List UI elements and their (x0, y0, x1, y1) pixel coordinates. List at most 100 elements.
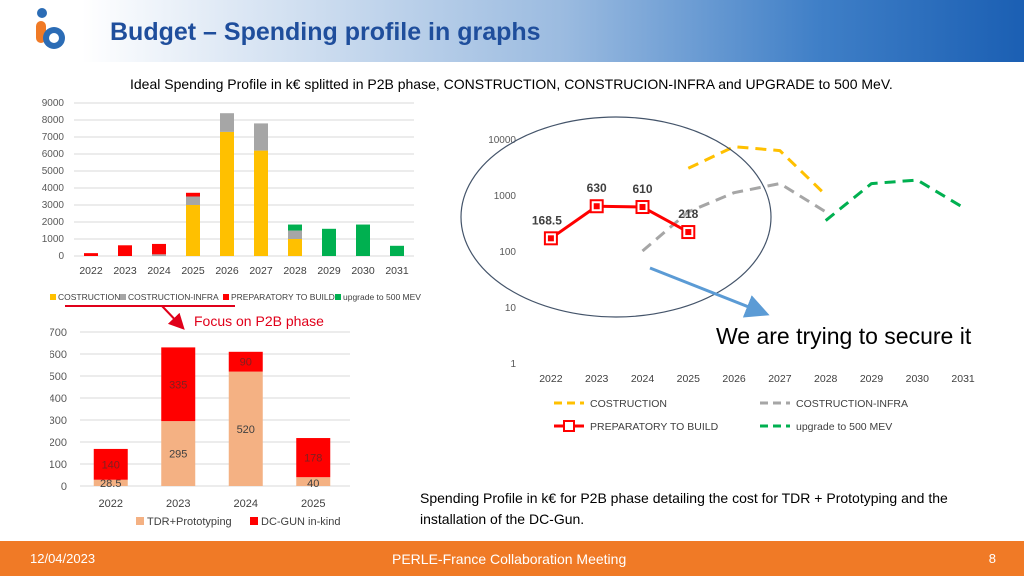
x-tick-label: 2025 (181, 265, 205, 277)
legend-label: TDR+Prototyping (147, 516, 232, 528)
x-tick-label: 2031 (385, 265, 409, 277)
y-tick-label: 100 (50, 459, 67, 471)
bar-segment (254, 123, 268, 151)
chart-stacked-bars: 0 1000 2000 3000 4000 5000 6000 7000 8000 9000 202… (42, 98, 422, 302)
y-tick-label: 200 (50, 437, 67, 449)
bar-segment (93, 448, 128, 480)
series-line (824, 178, 964, 222)
legend-swatch (335, 294, 341, 300)
focus-label: Focus on P2B phase (194, 313, 324, 329)
data-point-core (639, 204, 646, 211)
x-tick-label: 2022 (99, 498, 123, 510)
legend-label: COSTRUCTION (590, 398, 667, 410)
data-label: 140 (102, 459, 120, 471)
bar-segment (186, 192, 200, 197)
bar-segment (93, 479, 128, 486)
bar-segment (296, 438, 331, 478)
y-tick-label: 10000 (488, 135, 516, 146)
bar-segment (118, 245, 132, 256)
legend-marker (563, 420, 575, 432)
x-tick-label: 2028 (283, 265, 307, 277)
data-label: 630 (587, 181, 607, 195)
y-tick-label: 6000 (42, 149, 65, 160)
y-tick-label: 5000 (42, 166, 65, 177)
y-tick-label: 4000 (42, 183, 65, 194)
x-tick-label: 2023 (113, 265, 137, 277)
data-point-core (685, 229, 692, 236)
bar-segment (288, 230, 302, 239)
x-tick-label: 2025 (301, 498, 325, 510)
bar-segment (254, 150, 268, 256)
data-label: 295 (169, 449, 187, 461)
legend-label: COSTRUCTION-INFRA (128, 292, 219, 302)
x-tick-label: 2029 (860, 373, 884, 385)
bar-segment (161, 421, 196, 486)
legend-label: upgrade to 500 MEV (343, 292, 421, 302)
data-label: 90 (240, 357, 252, 369)
x-tick-label: 2024 (234, 498, 258, 510)
x-tick-label: 2030 (351, 265, 375, 277)
footer-date: 12/04/2023 (30, 551, 96, 566)
x-tick-label: 2031 (951, 373, 975, 385)
x-tick-label: 2030 (906, 373, 930, 385)
y-tick-label: 8000 (42, 115, 65, 126)
bar-segment (390, 245, 404, 256)
legend-label: COSTRUCTION-INFRA (796, 398, 908, 410)
x-tick-label: 2029 (317, 265, 341, 277)
x-tick-label: 2026 (215, 265, 239, 277)
bar-segment (322, 228, 336, 256)
legend-swatch (136, 517, 144, 525)
data-label: 178 (304, 453, 322, 465)
data-point-core (547, 235, 554, 242)
bar-segment (220, 113, 234, 132)
y-tick-label: 1000 (494, 191, 517, 202)
y-tick-label: 400 (50, 393, 67, 405)
bar-segment (161, 347, 196, 422)
bar-segment (84, 253, 98, 256)
bar-segment (356, 224, 370, 256)
y-tick-label: 2000 (42, 217, 65, 228)
data-label: 40 (307, 478, 319, 490)
y-tick-label: 7000 (42, 132, 65, 143)
y-tick-label: 9000 (42, 98, 65, 109)
legend-label: DC-GUN in-kind (261, 516, 340, 528)
bar-segment (228, 351, 263, 372)
legend-label: PREPARATORY TO BUILD (590, 421, 719, 433)
legend-swatch (120, 294, 126, 300)
data-label: 218 (678, 207, 698, 221)
y-tick-label: 300 (50, 415, 67, 427)
x-tick-label: 2024 (147, 265, 171, 277)
bar-segment (220, 131, 234, 256)
data-label: 28.5 (100, 478, 121, 490)
data-point-core (593, 203, 600, 210)
y-tick-label: 100 (499, 247, 516, 258)
bar-segment (186, 205, 200, 256)
x-tick-label: 2022 (79, 265, 103, 277)
x-tick-label: 2023 (585, 373, 609, 385)
legend-label: PREPARATORY TO BUILD (231, 292, 335, 302)
y-tick-label: 500 (50, 371, 67, 383)
bar-segment (186, 196, 200, 205)
bar-segment (228, 371, 263, 486)
x-tick-label: 2023 (166, 498, 190, 510)
chart-p2b-bars: 0 100 200 300 400 500 600 700 28.5 140 2022 295 335 2… (50, 327, 350, 528)
bar-segment (152, 243, 166, 255)
data-label: 168.5 (532, 213, 562, 227)
legend-swatch (250, 517, 258, 525)
series-line (641, 182, 827, 253)
x-tick-label: 2027 (768, 373, 792, 385)
series-line (550, 204, 690, 240)
chart-log-lines: 1 10 100 1000 10000 2022 2023 2024 2025 2026 2027 2… (488, 135, 975, 433)
footer-meeting: PERLE-France Collaboration Meeting (392, 551, 627, 567)
y-tick-label: 1000 (42, 234, 65, 245)
bar-segment (288, 224, 302, 231)
footer-bar: 12/04/2023 PERLE-France Collaboration Me… (0, 541, 1024, 576)
page-number: 8 (988, 551, 996, 566)
y-tick-label: 0 (58, 251, 64, 262)
y-tick-label: 0 (61, 481, 67, 493)
bottom-note: Spending Profile in k€ for P2B phase det… (420, 490, 948, 527)
secure-note: We are trying to secure it (716, 323, 972, 349)
y-tick-label: 600 (50, 349, 67, 361)
data-label: 335 (169, 379, 187, 391)
legend-label: COSTRUCTION (58, 292, 120, 302)
